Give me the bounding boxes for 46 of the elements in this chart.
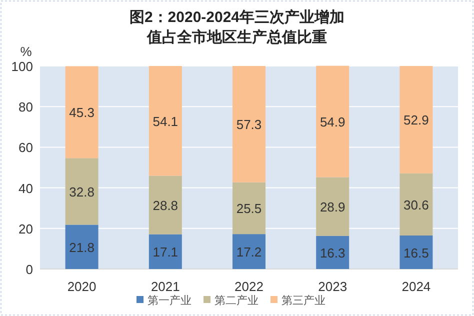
x-tick-label: 2023	[318, 279, 348, 294]
legend-label: 第二产业	[214, 294, 258, 307]
data-label: 52.9	[404, 112, 429, 128]
bar	[316, 66, 350, 178]
bar	[232, 66, 266, 182]
y-tick-label: 20	[18, 221, 33, 236]
bar	[400, 66, 433, 174]
x-tick-label: 2020	[67, 279, 96, 294]
data-label: 28.8	[152, 198, 178, 214]
legend-label: 第三产业	[282, 294, 326, 307]
y-tick-label: 40	[18, 180, 33, 196]
data-label: 17.1	[152, 244, 178, 260]
data-label: 17.2	[236, 244, 262, 260]
data-label: 25.5	[236, 201, 262, 216]
legend-label: 第一产业	[148, 294, 192, 307]
bar	[232, 182, 266, 234]
y-tick-label: 60	[18, 140, 33, 156]
bar	[232, 234, 266, 269]
y-tick-label: 0	[26, 262, 33, 277]
x-tick-label: 2021	[150, 279, 180, 294]
bar	[400, 236, 433, 269]
bar	[65, 66, 98, 158]
bar	[65, 224, 98, 269]
bar	[65, 158, 98, 225]
data-label: 45.3	[69, 105, 94, 120]
bar	[400, 173, 433, 236]
chart-title: 图2：2020-2024年三次产业增加值占全市地区生产总值比重	[129, 9, 345, 46]
data-label: 32.8	[69, 184, 94, 200]
bar	[316, 236, 350, 269]
bar	[316, 177, 350, 236]
data-label: 16.5	[404, 245, 429, 260]
data-label: 21.8	[69, 240, 94, 255]
bar	[148, 234, 182, 269]
y-tick-label: 80	[18, 100, 33, 115]
y-tick-label: 100	[11, 59, 33, 74]
data-label: 57.3	[236, 117, 262, 132]
x-tick-label: 2022	[234, 279, 264, 294]
data-label: 28.9	[320, 200, 346, 215]
bar	[148, 176, 182, 234]
data-label: 30.6	[404, 197, 429, 212]
x-tick-label: 2024	[402, 279, 431, 294]
data-label: 54.1	[152, 114, 178, 129]
bar	[148, 66, 182, 176]
y-axis-title: %	[20, 44, 32, 59]
data-label: 16.3	[320, 245, 346, 260]
data-label: 54.9	[320, 114, 346, 130]
